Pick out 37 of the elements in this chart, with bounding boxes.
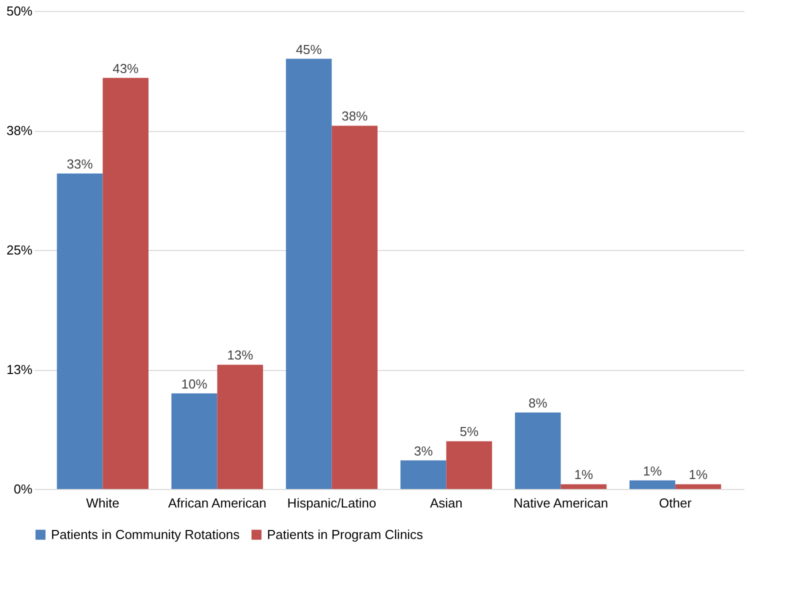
y-tick-label: 50% [6,4,33,18]
data-label: 1% [688,467,708,482]
bar [332,126,378,489]
y-tick-label: 0% [14,482,33,496]
data-label: 5% [460,424,479,440]
bar [514,412,561,489]
x-tick-label: Other [659,496,692,510]
bar [286,58,332,489]
x-tick-label: Hispanic/Latino [287,496,376,510]
data-label: 43% [112,60,140,76]
data-label: 38% [342,108,368,124]
x-tick-label: White [86,496,120,510]
bar [102,78,149,489]
bar [560,484,607,489]
bar [400,460,446,489]
bar [56,174,103,489]
data-label: 1% [642,463,662,478]
bar [171,393,218,489]
x-tick-label: African American [168,496,266,510]
bar [675,484,722,489]
x-tick-label: Native American [513,496,608,510]
data-label: 10% [181,376,208,392]
data-label: 8% [528,396,548,411]
y-tick-label: 38% [6,123,33,138]
data-label: 33% [66,156,94,172]
bar [629,480,676,489]
legend-label: Patients in Community Rotations [51,526,240,542]
legend-label: Patients in Program Clinics [267,526,424,542]
y-tick-label: 25% [6,242,33,258]
data-label: 45% [296,42,322,57]
data-label: 3% [414,443,434,458]
x-tick-label: Asian [430,496,463,510]
data-label: 1% [574,467,594,482]
bar [446,441,492,489]
data-label: 13% [227,348,254,363]
y-tick-label: 13% [6,362,33,377]
bar [217,364,264,489]
